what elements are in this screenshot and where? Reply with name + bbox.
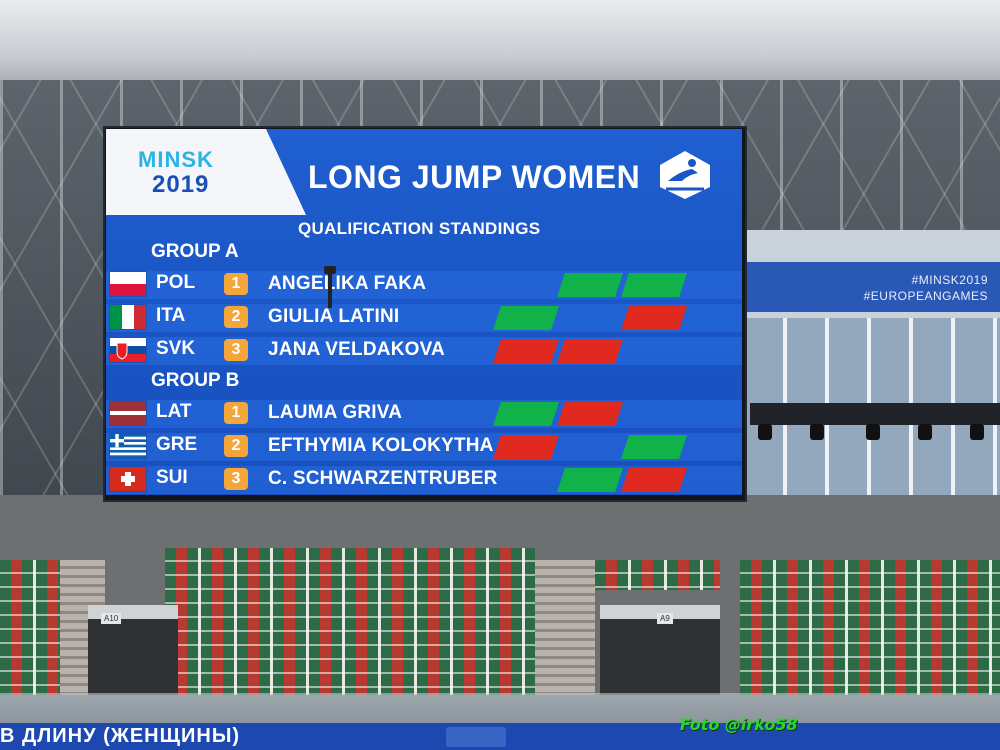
- country-code: POL: [156, 272, 196, 293]
- stage-lamp: [918, 424, 932, 440]
- standings-row: SVK 3 JANA VELDAKOVA: [106, 335, 742, 365]
- athlete-name: JANA VELDAKOVA: [268, 339, 445, 360]
- foul-attempt-marker: [493, 339, 559, 363]
- country-code: GRE: [156, 434, 198, 455]
- foul-attempt-marker: [557, 339, 623, 363]
- event-title: LONG JUMP WOMEN: [308, 159, 641, 195]
- seat-block: [0, 560, 60, 695]
- games-logo: [446, 727, 506, 747]
- row-band: [106, 400, 742, 428]
- standings-row: GRE 2 EFTHYMIA KOLOKYTHA: [106, 431, 742, 461]
- athlete-name: LAUMA GRIVA: [268, 402, 403, 423]
- flag-gre-icon: [110, 434, 146, 458]
- stage-lamp: [758, 424, 772, 440]
- row-band: [106, 337, 742, 365]
- standings-row: ITA 2 GIULIA LATINI: [106, 302, 742, 332]
- valid-attempt-marker: [621, 435, 687, 459]
- section-sign: A10: [101, 613, 122, 624]
- athlete-name: ANGELIKA FAKA: [268, 273, 427, 294]
- country-code: SUI: [156, 467, 188, 488]
- rank-badge: 3: [224, 468, 248, 490]
- scoreboard-screen: MINSK 2019 LONG JUMP WOMEN QUALIFICATION…: [106, 129, 742, 495]
- flag-ita-icon: [110, 305, 146, 329]
- flag-lat-icon: [110, 401, 146, 425]
- event-logo-year: 2019: [152, 171, 210, 198]
- foul-attempt-marker: [621, 306, 687, 330]
- camera: [324, 266, 336, 274]
- valid-attempt-marker: [493, 402, 559, 426]
- athlete-name: EFTHYMIA KOLOKYTHA: [268, 435, 494, 456]
- country-code: ITA: [156, 305, 186, 326]
- seat-block: [165, 548, 535, 695]
- lighting-rig: [750, 403, 1000, 425]
- ad-board-text: В ДЛИНУ (ЖЕНЩИНЫ): [0, 725, 241, 747]
- group-heading: GROUP B: [151, 370, 240, 391]
- country-code: LAT: [156, 401, 192, 422]
- rank-badge: 1: [224, 273, 248, 295]
- stairway: [535, 560, 595, 695]
- foul-attempt-marker: [621, 468, 687, 492]
- camera-pole: [328, 268, 332, 308]
- rank-badge: 1: [224, 402, 248, 424]
- valid-attempt-marker: [493, 306, 559, 330]
- stage-lamp: [866, 424, 880, 440]
- rank-badge: 2: [224, 435, 248, 457]
- foul-attempt-marker: [493, 435, 559, 459]
- building-banner: #MINSK2019 #EUROPEANGAMES: [742, 262, 1000, 312]
- seat-block: [740, 560, 1000, 695]
- flag-pol-icon: [110, 272, 146, 296]
- rank-badge: 3: [224, 339, 248, 361]
- athletics-jumper-icon: [660, 151, 710, 199]
- standings-row: SUI 3 C. SCHWARZENTRUBER: [106, 464, 742, 494]
- flag-sui-icon: [110, 467, 146, 491]
- event-logo-panel: [106, 129, 306, 215]
- athlete-name: C. SCHWARZENTRUBER: [268, 468, 498, 489]
- valid-attempt-marker: [621, 273, 687, 297]
- section-sign: A9: [657, 613, 673, 624]
- standings-row: LAT 1 LAUMA GRIVA: [106, 398, 742, 428]
- rank-badge: 2: [224, 306, 248, 328]
- foul-attempt-marker: [557, 402, 623, 426]
- banner-line-2: #EUROPEANGAMES: [863, 289, 988, 303]
- stage-lamp: [810, 424, 824, 440]
- event-logo-city: MINSK: [138, 147, 214, 172]
- standings-row: POL 1 ANGELIKA FAKA: [106, 269, 742, 299]
- athlete-name: GIULIA LATINI: [268, 306, 400, 327]
- valid-attempt-marker: [557, 273, 623, 297]
- photo-watermark: Foto @irko58: [680, 715, 798, 734]
- seat-block: [595, 560, 720, 590]
- country-code: SVK: [156, 338, 196, 359]
- group-heading: GROUP A: [151, 241, 239, 262]
- flag-svk-icon: [110, 338, 146, 362]
- stage-lamp: [970, 424, 984, 440]
- glass-railing: [0, 693, 1000, 723]
- stadium-roof: [0, 0, 1000, 95]
- banner-line-1: #MINSK2019: [911, 273, 988, 287]
- valid-attempt-marker: [557, 468, 623, 492]
- standings-subtitle: QUALIFICATION STANDINGS: [298, 219, 541, 238]
